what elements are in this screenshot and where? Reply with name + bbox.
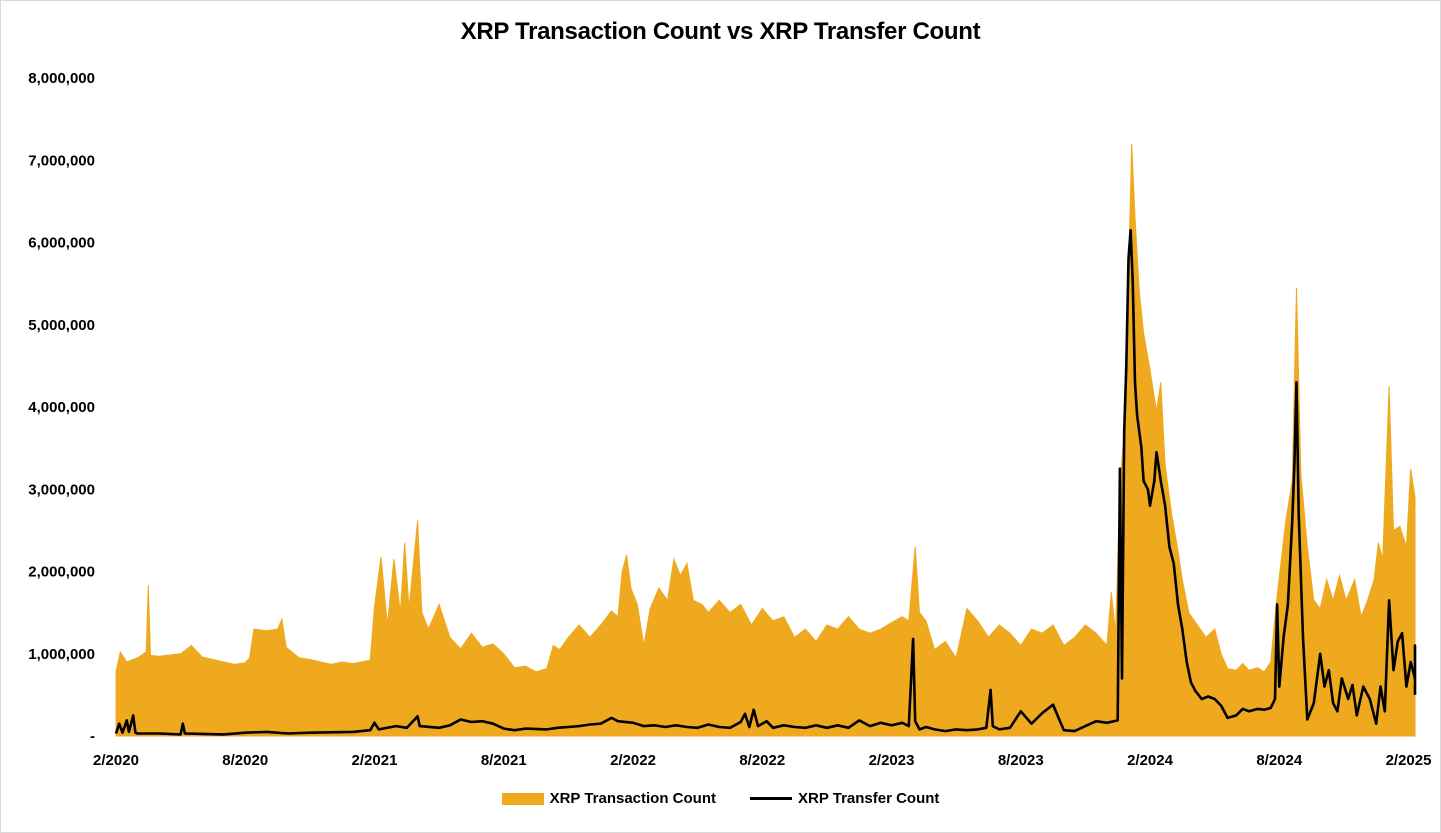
y-tick-label: 7,000,000 (28, 152, 95, 169)
y-tick-label: - (90, 728, 95, 745)
y-tick-label: 6,000,000 (28, 235, 95, 252)
chart-title: XRP Transaction Count vs XRP Transfer Co… (460, 18, 981, 45)
x-tick-label: 8/2020 (222, 752, 268, 769)
x-tick-label: 2/2023 (869, 752, 915, 769)
x-tick-label: 2/2022 (610, 752, 656, 769)
series-area-transaction-count (115, 143, 1416, 737)
y-tick-label: 8,000,000 (28, 70, 95, 87)
y-tick-label: 3,000,000 (28, 481, 95, 498)
x-tick-label: 2/2025 (1386, 752, 1432, 769)
legend-swatch-transfer-count (750, 797, 792, 800)
y-tick-label: 5,000,000 (28, 317, 95, 334)
x-tick-label: 8/2021 (481, 752, 527, 769)
y-tick-label: 2,000,000 (28, 564, 95, 581)
y-tick-label: 1,000,000 (28, 646, 95, 663)
legend-label-transaction-count: XRP Transaction Count (549, 790, 716, 807)
legend: XRP Transaction Count XRP Transfer Count (0, 790, 1441, 807)
x-tick-label: 2/2021 (352, 752, 398, 769)
x-axis: 2/2020 8/2020 2/2021 8/2021 2/2022 8/2022 2/20… (93, 752, 1431, 769)
legend-item-transfer-count: XRP Transfer Count (750, 790, 939, 807)
series-line-transfer-count (114, 228, 1417, 736)
x-tick-label: 8/2022 (739, 752, 785, 769)
plot-area (114, 143, 1417, 737)
x-tick-label: 2/2024 (1127, 752, 1174, 769)
legend-label-transfer-count: XRP Transfer Count (798, 790, 940, 807)
y-axis: - 1,000,000 2,000,000 3,000,000 4,000,000 5,0… (28, 70, 95, 745)
x-tick-label: 8/2024 (1256, 752, 1303, 769)
legend-swatch-transaction-count (501, 792, 544, 805)
x-tick-label: 2/2020 (93, 752, 139, 769)
x-tick-label: 8/2023 (998, 752, 1044, 769)
y-tick-label: 4,000,000 (28, 399, 95, 416)
legend-item-transaction-count: XRP Transaction Count (501, 790, 716, 807)
